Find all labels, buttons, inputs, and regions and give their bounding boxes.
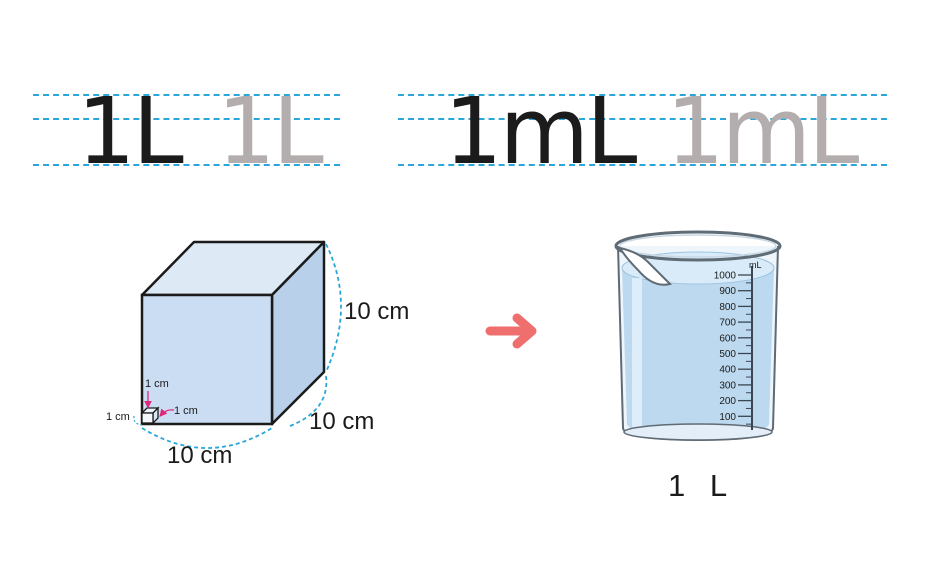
guide-line-bottom xyxy=(33,164,340,166)
milliliter-symbol-trace: 1mL xyxy=(666,78,859,185)
beaker-spout xyxy=(617,246,672,286)
guide-line-middle xyxy=(398,118,887,120)
scale-tick-label: 300 xyxy=(719,380,736,391)
guide-line-top xyxy=(398,94,887,96)
cube-front-face xyxy=(140,293,274,426)
scale-tick-label: 800 xyxy=(719,302,736,313)
measuring-beaker: 1000 900 800 700 600 500 400 300 200 100 mL xyxy=(614,230,782,442)
width-label: 10 cm xyxy=(167,442,232,469)
scale-tick-label: 900 xyxy=(719,286,736,297)
liter-symbol-trace: 1L xyxy=(217,78,324,185)
small-cube-right-label: 1 cm xyxy=(174,405,198,417)
guide-line-middle xyxy=(33,118,340,120)
scale-tick-label: 700 xyxy=(719,318,736,329)
liter-practice-row: 1L 1L xyxy=(33,78,340,185)
scale-tick-label: 500 xyxy=(719,349,736,360)
beaker-scale: 1000 900 800 700 600 500 400 300 200 100 xyxy=(714,271,752,425)
beaker-water xyxy=(622,268,774,434)
depth-dimension-arc xyxy=(289,375,328,427)
scale-tick-label: 200 xyxy=(719,396,736,407)
scale-tick-label: 100 xyxy=(719,412,736,423)
small-cube-top-label: 1 cm xyxy=(145,378,169,390)
beaker-unit-label: mL xyxy=(749,260,762,270)
height-dimension-arc xyxy=(325,243,342,373)
milliliter-practice-row: 1mL 1mL xyxy=(398,78,887,185)
small-cube-right-pointer xyxy=(159,408,175,417)
guide-line-top xyxy=(33,94,340,96)
cube-diagram: 10 cm 10 cm 10 cm 1 cm 1 cm 1 cm xyxy=(106,240,409,469)
height-label: 10 cm xyxy=(344,298,409,325)
scale-tick-label: 600 xyxy=(719,333,736,344)
small-cube-left-arc xyxy=(133,415,143,426)
depth-label: 10 cm xyxy=(309,408,374,435)
arrow-right-icon xyxy=(485,313,537,349)
width-dimension-arc xyxy=(141,427,273,449)
scale-tick-label: 1000 xyxy=(714,271,737,282)
beaker-rim xyxy=(614,230,782,262)
milliliter-symbol-bold: 1mL xyxy=(444,78,637,185)
guide-line-bottom xyxy=(398,164,887,166)
liter-symbol-bold: 1L xyxy=(77,78,184,185)
small-cube-left-label: 1 cm xyxy=(106,411,130,423)
scale-tick-label: 400 xyxy=(719,365,736,376)
small-unit-cube xyxy=(140,406,160,425)
beaker-caption: 1 L xyxy=(668,468,736,503)
